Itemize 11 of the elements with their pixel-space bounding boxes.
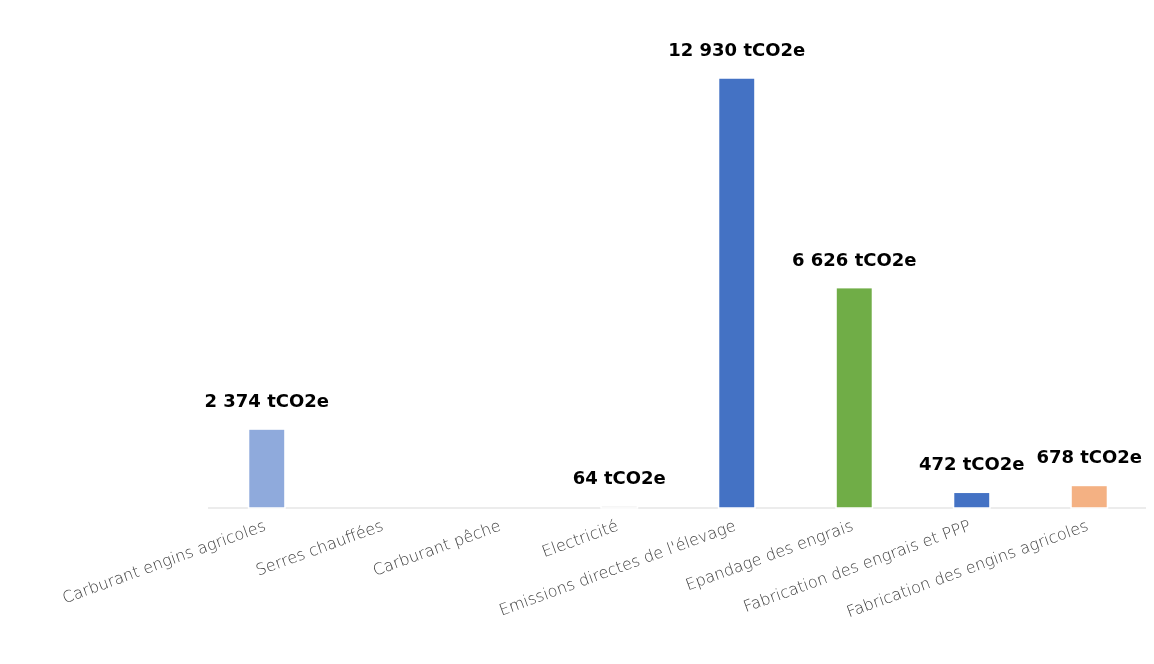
data-label: 6 626 tCO2e bbox=[792, 248, 917, 270]
data-label: 2 374 tCO2e bbox=[204, 390, 329, 412]
bar bbox=[247, 428, 286, 509]
data-label: 12 930 tCO2e bbox=[668, 39, 806, 60]
bar bbox=[835, 286, 874, 509]
bar bbox=[717, 77, 756, 509]
data-label: 64 tCO2e bbox=[572, 466, 666, 488]
bar bbox=[952, 491, 991, 509]
data-label: 678 tCO2e bbox=[1036, 446, 1143, 468]
bar bbox=[1070, 484, 1109, 509]
data-label: 472 tCO2e bbox=[918, 453, 1025, 475]
